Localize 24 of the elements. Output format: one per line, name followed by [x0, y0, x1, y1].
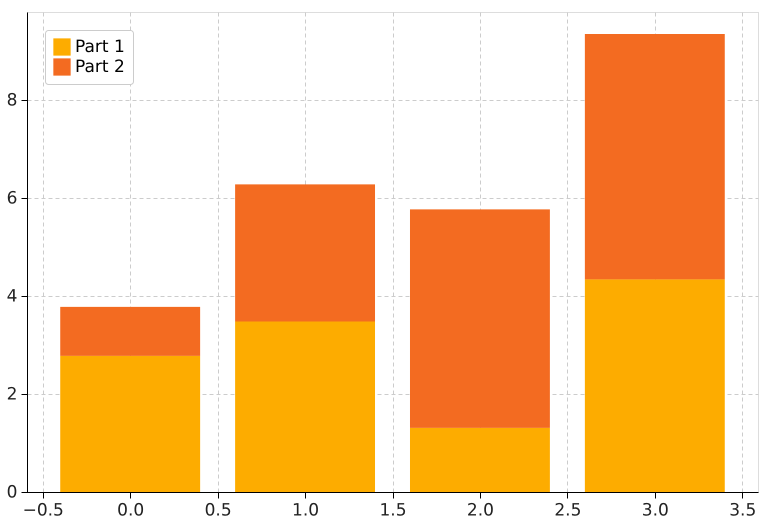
bar	[60, 306, 200, 356]
y-tick-label: 4	[6, 286, 18, 307]
x-tick-label: 0.5	[204, 500, 232, 520]
x-tick-label: 1.0	[292, 500, 320, 520]
bar	[584, 279, 725, 492]
x-tick-label: 3.5	[729, 500, 756, 520]
bar	[410, 428, 550, 492]
x-tick-label: −0.5	[22, 500, 64, 520]
x-tick-label: 3.0	[642, 500, 669, 520]
bar	[410, 209, 550, 428]
y-tick-label: 2	[6, 384, 18, 405]
x-tick-label: 0.0	[117, 500, 144, 520]
y-tick-label: 0	[6, 482, 18, 502]
y-tick-label: 6	[6, 188, 18, 209]
x-tick-label: 2.5	[554, 500, 582, 520]
legend-label: Part 2	[75, 57, 125, 77]
bar	[235, 322, 376, 492]
bar	[235, 184, 376, 322]
y-tick-label: 8	[6, 90, 18, 111]
legend-label: Part 1	[75, 37, 125, 57]
bar	[584, 34, 725, 280]
x-tick-label: 2.0	[466, 500, 494, 520]
x-tick-label: 1.5	[379, 500, 407, 520]
bar	[60, 356, 200, 492]
